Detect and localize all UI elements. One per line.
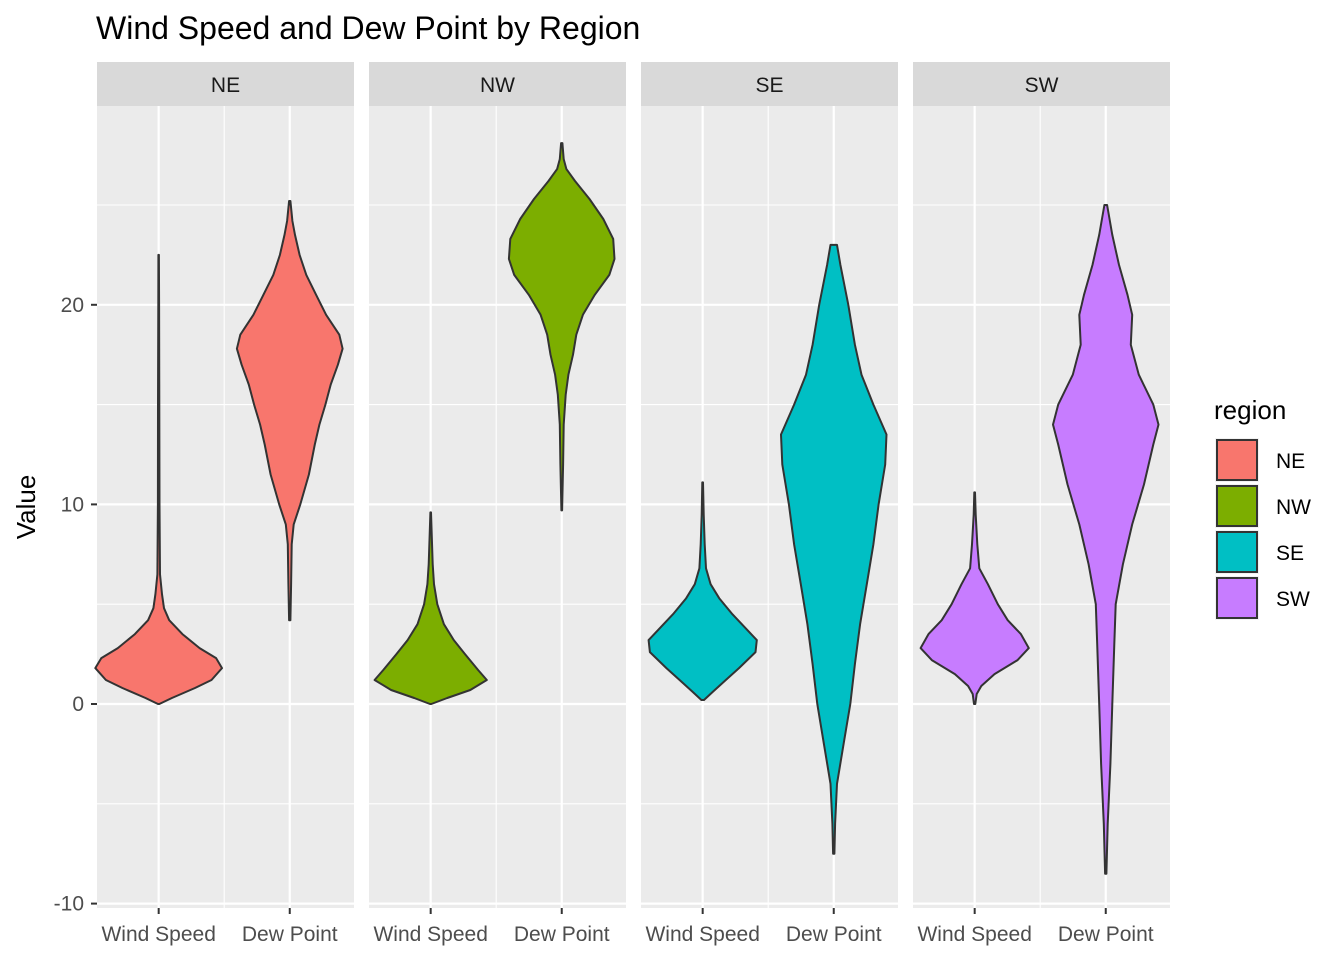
x-tick-label: Wind Speed <box>373 923 487 946</box>
x-tick-label: Dew Point <box>1058 923 1154 946</box>
facet-panels: NE Wind Speed Dew Point NW Wind Speed Dew Poi… <box>94 62 1170 946</box>
facet-label: NE <box>211 74 240 97</box>
x-tick-label: Dew Point <box>242 923 338 946</box>
x-tick-label: Wind Speed <box>101 923 215 946</box>
panel-background <box>97 106 354 908</box>
violin-ne-dew-point <box>235 200 344 622</box>
legend-item-se: SE <box>1215 530 1304 574</box>
facet-strip <box>641 62 898 106</box>
legend-swatch <box>1216 485 1258 527</box>
legend-item-sw: SW <box>1215 576 1310 620</box>
facet-label: NW <box>480 74 515 97</box>
legend-item-nw: NW <box>1215 484 1311 528</box>
panel-nw: NW Wind Speed Dew Point <box>369 62 626 946</box>
legend-label: NW <box>1276 496 1311 519</box>
violin-nw-dew-point <box>507 142 616 512</box>
violin-sw-wind-speed <box>919 491 1030 705</box>
legend-label: SW <box>1276 588 1310 611</box>
x-tick-label: Dew Point <box>786 923 882 946</box>
x-tick-label: Dew Point <box>514 923 610 946</box>
y-tick-label: 10 <box>61 493 84 516</box>
facet-strip <box>97 62 354 106</box>
y-axis-title: Value <box>11 475 41 540</box>
facet-strip <box>913 62 1170 106</box>
violin-sw-dew-point <box>1052 204 1160 875</box>
violin-se-wind-speed <box>647 481 758 701</box>
y-tick-label: -10 <box>54 893 84 916</box>
facet-label: SE <box>755 74 783 97</box>
x-tick-label: Wind Speed <box>917 923 1031 946</box>
violin-ne-wind-speed <box>94 253 223 705</box>
x-tick-label: Wind Speed <box>645 923 759 946</box>
violin-se-dew-point <box>780 243 888 855</box>
legend-title: region <box>1214 395 1286 425</box>
y-tick-label: 0 <box>72 693 84 716</box>
y-tick-label: 20 <box>61 294 84 317</box>
legend: region NE NW SE SW <box>1214 395 1311 620</box>
panel-sw: SW Wind Speed Dew Point <box>913 62 1170 946</box>
legend-swatch <box>1216 577 1258 619</box>
facet-label: SW <box>1025 74 1059 97</box>
legend-swatch <box>1216 439 1258 481</box>
violin-nw-wind-speed <box>373 511 488 705</box>
y-axis: -10 0 10 20 <box>54 294 97 916</box>
facet-strip <box>369 62 626 106</box>
chart-title: Wind Speed and Dew Point by Region <box>96 10 640 46</box>
legend-item-ne: NE <box>1215 438 1305 482</box>
legend-label: SE <box>1276 542 1304 565</box>
legend-label: NE <box>1276 450 1305 473</box>
panel-se: SE Wind Speed Dew Point <box>641 62 898 946</box>
legend-swatch <box>1216 531 1258 573</box>
panel-ne: NE Wind Speed Dew Point <box>94 62 354 946</box>
